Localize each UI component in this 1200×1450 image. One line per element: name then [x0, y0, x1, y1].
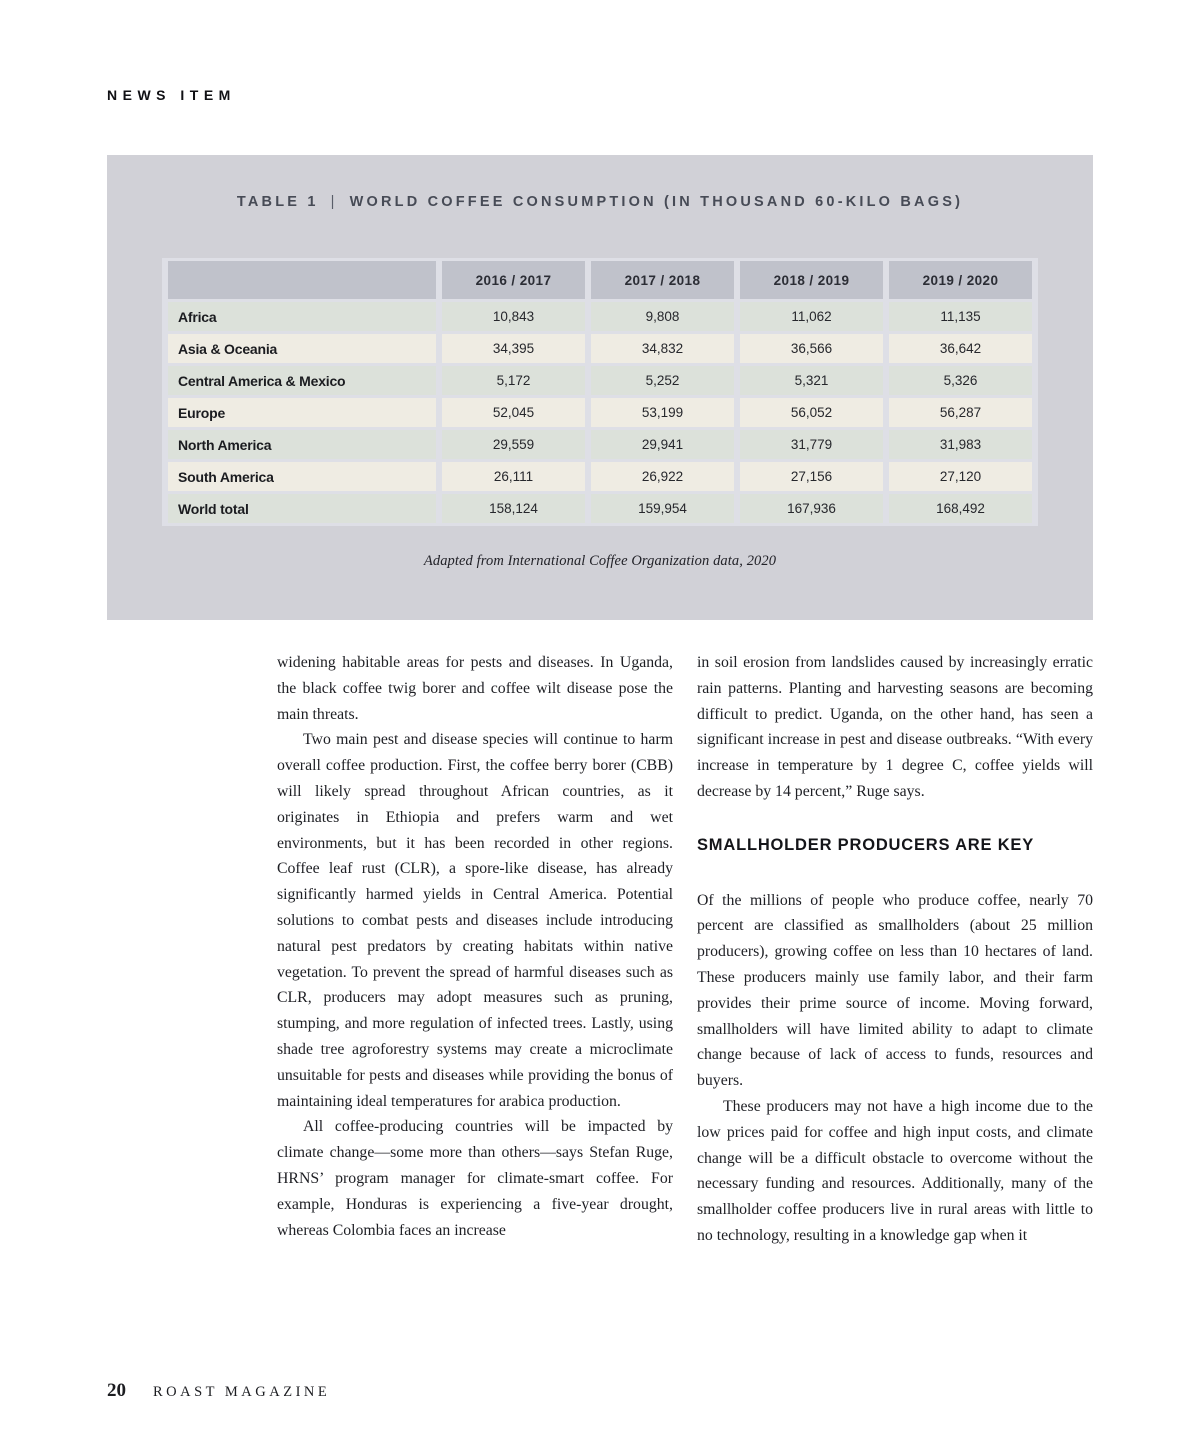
value-cell: 26,922	[591, 462, 734, 491]
column-header: 2017 / 2018	[591, 261, 734, 299]
value-cell: 31,779	[740, 430, 883, 459]
table-corner-cell	[168, 261, 436, 299]
value-cell: 52,045	[442, 398, 585, 427]
value-cell: 31,983	[889, 430, 1032, 459]
table-title: TABLE 1 | WORLD COFFEE CONSUMPTION (IN THO…	[107, 194, 1093, 210]
value-cell: 34,832	[591, 334, 734, 363]
value-cell: 11,062	[740, 302, 883, 331]
column-header: 2018 / 2019	[740, 261, 883, 299]
row-label: Central America & Mexico	[168, 366, 436, 395]
value-cell: 36,642	[889, 334, 1032, 363]
table-row: North America 29,559 29,941 31,779 31,983	[168, 430, 1032, 459]
value-cell: 158,124	[442, 494, 585, 523]
row-label: World total	[168, 494, 436, 523]
column-header: 2016 / 2017	[442, 261, 585, 299]
table-title-label: TABLE 1	[236, 194, 319, 210]
value-cell: 11,135	[889, 302, 1032, 331]
magazine-name: ROAST MAGAZINE	[153, 1384, 331, 1400]
body-paragraph: Of the millions of people who produce co…	[697, 891, 1093, 1090]
body-paragraph: These producers may not have a high inco…	[697, 1097, 1093, 1244]
article-right-column: in soil erosion from landslides caused b…	[697, 650, 1093, 1249]
value-cell: 9,808	[591, 302, 734, 331]
section-heading: SMALLHOLDER PRODUCERS ARE KEY	[697, 835, 1035, 854]
value-cell: 29,941	[591, 430, 734, 459]
page-number: 20	[107, 1380, 126, 1401]
table-row: World total 158,124 159,954 167,936 168,492	[168, 494, 1032, 523]
section-eyebrow: NEWS ITEM	[107, 87, 236, 103]
value-cell: 36,566	[740, 334, 883, 363]
row-label: Africa	[168, 302, 436, 331]
table-title-divider: |	[330, 194, 338, 210]
table-row: Africa 10,843 9,808 11,062 11,135	[168, 302, 1032, 331]
value-cell: 27,120	[889, 462, 1032, 491]
value-cell: 5,321	[740, 366, 883, 395]
article-left-column: widening habitable areas for pests and d…	[277, 650, 673, 1243]
table-row: Central America & Mexico 5,172 5,252 5,321 5…	[168, 366, 1032, 395]
value-cell: 56,287	[889, 398, 1032, 427]
body-paragraph: widening habitable areas for pests and d…	[277, 654, 673, 723]
value-cell: 26,111	[442, 462, 585, 491]
value-cell: 56,052	[740, 398, 883, 427]
value-cell: 5,172	[442, 366, 585, 395]
table-row: Europe 52,045 53,199 56,052 56,287	[168, 398, 1032, 427]
table-row: South America 26,111 26,922 27,156 27,120	[168, 462, 1032, 491]
value-cell: 168,492	[889, 494, 1032, 523]
body-paragraph: Two main pest and disease species will c…	[277, 731, 673, 1110]
page-footer: 20 ROAST MAGAZINE	[107, 1380, 330, 1402]
value-cell: 5,252	[591, 366, 734, 395]
value-cell: 27,156	[740, 462, 883, 491]
consumption-table: 2016 / 2017 2017 / 2018 2018 / 2019 2019 / …	[162, 258, 1038, 526]
body-paragraph: All coffee-producing countries will be i…	[277, 1118, 673, 1239]
row-label: North America	[168, 430, 436, 459]
value-cell: 159,954	[591, 494, 734, 523]
table-row: Asia & Oceania 34,395 34,832 36,566 36,642	[168, 334, 1032, 363]
column-header: 2019 / 2020	[889, 261, 1032, 299]
table-header-row: 2016 / 2017 2017 / 2018 2018 / 2019 2019 / …	[168, 261, 1032, 299]
value-cell: 167,936	[740, 494, 883, 523]
value-cell: 29,559	[442, 430, 585, 459]
row-label: Asia & Oceania	[168, 334, 436, 363]
table-title-text: WORLD COFFEE CONSUMPTION (IN THOUSAND 60…	[349, 194, 964, 210]
table-panel: TABLE 1 | WORLD COFFEE CONSUMPTION (IN THO…	[107, 155, 1093, 620]
row-label: Europe	[168, 398, 436, 427]
value-cell: 53,199	[591, 398, 734, 427]
value-cell: 5,326	[889, 366, 1032, 395]
value-cell: 10,843	[442, 302, 585, 331]
body-paragraph: in soil erosion from landslides caused b…	[697, 654, 1093, 800]
value-cell: 34,395	[442, 334, 585, 363]
row-label: South America	[168, 462, 436, 491]
table-caption: Adapted from International Coffee Organi…	[423, 553, 777, 569]
